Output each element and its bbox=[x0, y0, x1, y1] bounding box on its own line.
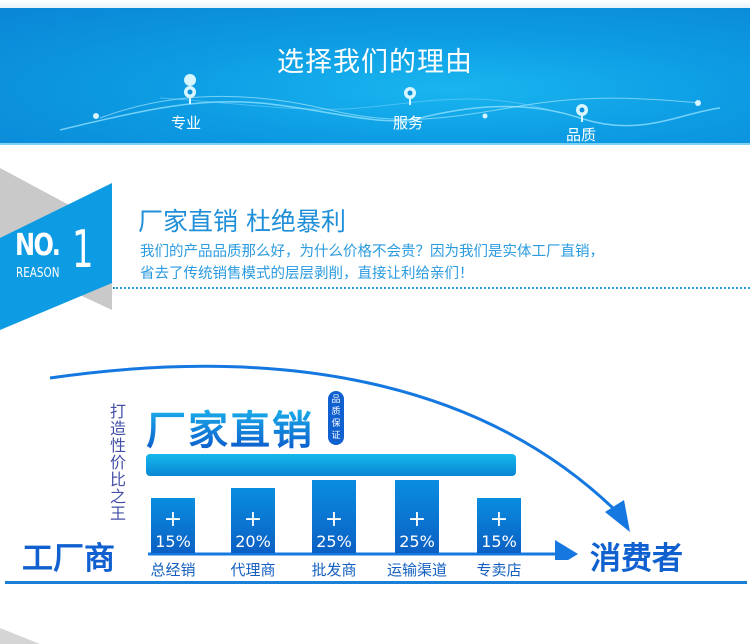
arc-arrow bbox=[49, 364, 630, 560]
stage-bar: +25% bbox=[395, 480, 439, 553]
reason-title: 厂家直销 杜绝暴利 bbox=[138, 207, 346, 236]
diagram-headline: 厂家直销 bbox=[146, 398, 314, 456]
stage-markup: 15% bbox=[481, 532, 517, 551]
plus-icon: + bbox=[324, 507, 344, 532]
base-line bbox=[5, 581, 747, 584]
stage-label: 运输渠道 bbox=[386, 561, 447, 579]
point-label-service: 服务 bbox=[393, 114, 424, 132]
reasons-banner: 选择我们的理由 专业 服务 品质 bbox=[0, 8, 750, 145]
banner-top-strip bbox=[0, 0, 750, 8]
stage-label: 代理商 bbox=[230, 561, 276, 579]
stage-markup: 20% bbox=[235, 532, 271, 551]
reason-ribbon bbox=[0, 168, 112, 330]
quality-badge: 品质保证 bbox=[328, 391, 344, 445]
headline-bar bbox=[146, 454, 516, 476]
stage-bar: +15% bbox=[151, 498, 195, 553]
corner-shape bbox=[0, 628, 40, 644]
badge-number: 1 bbox=[72, 220, 94, 280]
plus-icon: + bbox=[163, 507, 183, 532]
plus-icon: + bbox=[489, 507, 509, 532]
end-consumer: 消费者 bbox=[590, 541, 683, 577]
point-label-professional: 专业 bbox=[171, 114, 202, 132]
banner-title: 选择我们的理由 bbox=[277, 47, 473, 78]
map-pin-icons bbox=[93, 74, 701, 119]
stage-bar: +25% bbox=[312, 480, 356, 553]
stage-markup: 25% bbox=[316, 532, 352, 551]
start-factory: 工厂商 bbox=[22, 541, 115, 577]
slogan-vertical: 打造性价比之王 bbox=[109, 402, 126, 523]
plus-icon: + bbox=[243, 507, 263, 532]
point-label-quality: 品质 bbox=[566, 126, 597, 144]
stage-markup: 25% bbox=[399, 532, 435, 551]
stage-label: 总经销 bbox=[150, 561, 196, 579]
reason-line-2: 省去了传统销售模式的层层剥削，直接让利给亲们！ bbox=[140, 266, 474, 282]
wave-lines bbox=[59, 74, 721, 131]
plus-icon: + bbox=[407, 507, 427, 532]
stage-bar: +15% bbox=[477, 498, 521, 553]
dotted-divider bbox=[113, 287, 750, 289]
stage-markup: 15% bbox=[155, 532, 191, 551]
stage-bar: +20% bbox=[231, 488, 275, 553]
stage-label: 专卖店 bbox=[476, 561, 522, 579]
stage-label: 批发商 bbox=[311, 561, 357, 579]
reason-line-1: 我们的产品品质那么好，为什么价格不会贵？因为我们是实体工厂直销， bbox=[140, 244, 604, 260]
badge-no: NO. bbox=[15, 228, 61, 263]
badge-word: REASON bbox=[16, 266, 60, 281]
